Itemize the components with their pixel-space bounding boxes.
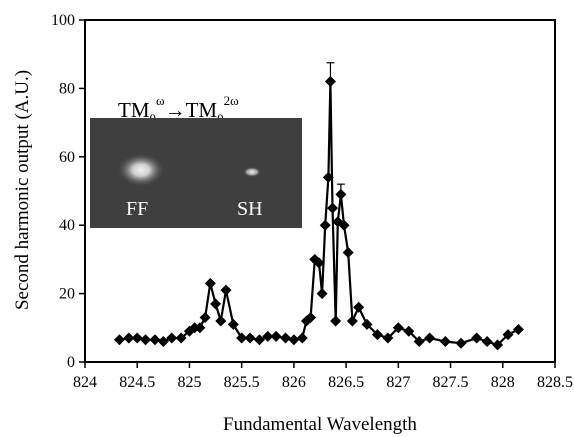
x-tick-label: 826.5 (328, 374, 364, 391)
data-point (330, 315, 342, 327)
y-tick-label: 0 (67, 354, 75, 371)
x-tick-label: 825.5 (224, 374, 260, 391)
y-tick-label: 40 (59, 217, 75, 234)
data-point (262, 330, 274, 342)
x-axis: 824 824.5 825 825.5 826 826.5 827 827.5 828 828.5 (73, 362, 573, 391)
data-point (413, 335, 425, 347)
x-tick-label: 824 (73, 374, 97, 391)
data-point (210, 298, 222, 310)
data-point (371, 329, 383, 341)
data-point (439, 335, 451, 347)
data-point (157, 335, 169, 347)
x-tick-label: 828.5 (537, 374, 573, 391)
data-point (313, 257, 325, 269)
data-point (403, 325, 415, 337)
data-point (175, 332, 187, 344)
data-point (296, 332, 308, 344)
inset-label-sh: SH (237, 198, 263, 220)
data-point (166, 332, 178, 344)
data-point (455, 337, 467, 349)
y-axis-label: Second harmonic output (A.U.) (12, 70, 33, 310)
data-point (322, 171, 334, 183)
x-tick-label: 824.5 (119, 374, 155, 391)
data-point (353, 301, 365, 313)
data-point (346, 315, 358, 327)
y-tick-label: 20 (59, 286, 75, 303)
data-point (123, 332, 135, 344)
data-point (244, 332, 256, 344)
data-point (327, 202, 339, 214)
y-axis: 0 20 40 60 80 100 (51, 12, 85, 371)
data-point (131, 332, 143, 344)
x-tick-label: 827 (386, 374, 410, 391)
y-tick-label: 80 (59, 80, 75, 97)
data-point (316, 288, 328, 300)
data-point (280, 332, 292, 344)
x-tick-label: 828 (491, 374, 515, 391)
sh-spot (243, 167, 261, 177)
data-point (288, 334, 300, 346)
x-axis-label: Fundamental Wavelength (223, 414, 417, 435)
data-point (204, 277, 216, 289)
data-point (481, 335, 493, 347)
data-point (270, 330, 282, 342)
data-point (227, 318, 239, 330)
data-point (305, 312, 317, 324)
data-point (492, 339, 504, 351)
data-point (140, 334, 152, 346)
data-point (253, 334, 265, 346)
data-point (338, 219, 350, 231)
x-tick-label: 826 (282, 374, 306, 391)
data-point (502, 329, 514, 341)
series-layer (113, 62, 524, 351)
inset: TM0ω→TM02ω FF SH (90, 93, 302, 228)
y-tick-label: 60 (59, 149, 75, 166)
data-point (194, 322, 206, 334)
inset-label-ff: FF (126, 198, 148, 220)
data-point (149, 334, 161, 346)
x-tick-label: 825 (177, 374, 201, 391)
data-point (382, 332, 394, 344)
plot-frame (84, 19, 556, 363)
x-tick-label: 827.5 (433, 374, 469, 391)
data-point (220, 284, 232, 296)
y-tick-label: 100 (51, 12, 75, 29)
data-point (342, 247, 354, 259)
data-point (236, 332, 248, 344)
data-point (319, 219, 331, 231)
data-point (392, 322, 404, 334)
data-point (361, 318, 373, 330)
data-point (424, 332, 436, 344)
data-point (471, 332, 483, 344)
data-point (199, 312, 211, 324)
data-point (113, 334, 125, 346)
data-point (215, 315, 227, 327)
ff-spot (117, 153, 165, 187)
data-point (512, 324, 524, 336)
